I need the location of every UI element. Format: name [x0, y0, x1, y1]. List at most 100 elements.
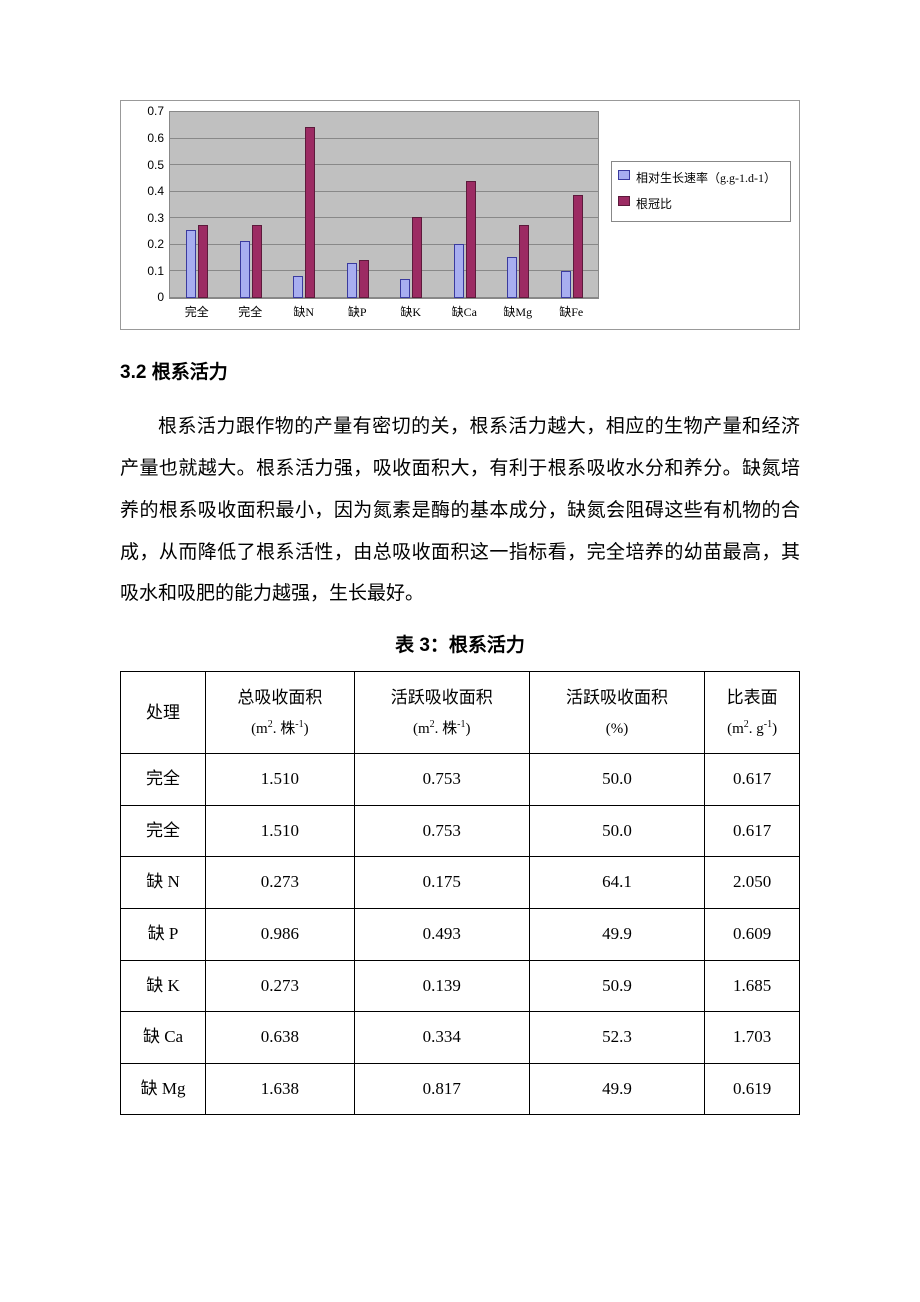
y-tick-label: 0.4 [147, 181, 164, 203]
x-tick-label: 缺Ca [452, 302, 477, 324]
section-heading: 3.2 根系活力 [120, 356, 800, 390]
bar [293, 276, 303, 298]
x-tick-label: 缺P [348, 302, 367, 324]
column-header: 比表面(m2. g-1) [705, 672, 800, 754]
bar-group [561, 195, 583, 298]
x-tick-label: 缺Mg [503, 302, 532, 324]
table-cell: 1.703 [705, 1012, 800, 1064]
bar [347, 263, 357, 298]
column-header: 活跃吸收面积(%) [529, 672, 704, 754]
x-tick-label: 缺K [400, 302, 421, 324]
gridline [170, 217, 598, 218]
bar [561, 271, 571, 298]
table-caption: 表 3：根系活力 [120, 629, 800, 663]
table-cell: 0.617 [705, 754, 800, 806]
bar-group [347, 260, 369, 298]
bar [186, 230, 196, 298]
gridline [170, 111, 598, 112]
x-tick-label: 缺Fe [559, 302, 583, 324]
table-cell: 50.0 [529, 754, 704, 806]
table-cell: 0.609 [705, 908, 800, 960]
bar [454, 244, 464, 298]
table-cell: 0.986 [206, 908, 354, 960]
bar [359, 260, 369, 298]
bar-group [240, 225, 262, 298]
x-tick-label: 完全 [185, 302, 209, 324]
table-cell: 缺 P [121, 908, 206, 960]
x-tick-label: 完全 [238, 302, 262, 324]
table-row: 缺 Mg1.6380.81749.90.619 [121, 1063, 800, 1115]
table-cell: 0.619 [705, 1063, 800, 1115]
table-row: 缺 N0.2730.17564.12.050 [121, 857, 800, 909]
table-cell: 64.1 [529, 857, 704, 909]
chart-legend: 相对生长速率（g.g-1.d-1） 根冠比 [611, 161, 791, 222]
bar [507, 257, 517, 298]
table-cell: 49.9 [529, 1063, 704, 1115]
table-row: 缺 P0.9860.49349.90.609 [121, 908, 800, 960]
header-unit: (m2. 株-1) [359, 715, 525, 744]
x-tick-label: 缺N [293, 302, 314, 324]
gridline [170, 297, 598, 298]
table-cell: 缺 K [121, 960, 206, 1012]
table-cell: 缺 Mg [121, 1063, 206, 1115]
bar [305, 127, 315, 298]
gridline [170, 138, 598, 139]
table-cell: 0.617 [705, 805, 800, 857]
bar [252, 225, 262, 298]
column-header: 活跃吸收面积(m2. 株-1) [354, 672, 529, 754]
root-activity-table: 处理总吸收面积(m2. 株-1)活跃吸收面积(m2. 株-1)活跃吸收面积(%)… [120, 671, 800, 1115]
table-body: 完全1.5100.75350.00.617完全1.5100.75350.00.6… [121, 754, 800, 1115]
table-cell: 0.273 [206, 960, 354, 1012]
bar-group [293, 127, 315, 298]
bar [240, 241, 250, 298]
growth-rate-chart: 00.10.20.30.40.50.60.7完全完全缺N缺P缺K缺Ca缺Mg缺F… [120, 100, 800, 330]
plot-area: 00.10.20.30.40.50.60.7完全完全缺N缺P缺K缺Ca缺Mg缺F… [169, 111, 599, 299]
bar-group [454, 181, 476, 298]
legend-item: 根冠比 [618, 192, 784, 218]
table-cell: 缺 N [121, 857, 206, 909]
header-unit: (m2. g-1) [709, 715, 795, 744]
table-cell: 1.638 [206, 1063, 354, 1115]
bar [466, 181, 476, 298]
table-cell: 0.638 [206, 1012, 354, 1064]
table-row: 缺 Ca0.6380.33452.31.703 [121, 1012, 800, 1064]
table-cell: 50.0 [529, 805, 704, 857]
bar [412, 217, 422, 298]
header-unit: (m2. 株-1) [210, 715, 349, 744]
table-row: 完全1.5100.75350.00.617 [121, 805, 800, 857]
y-tick-label: 0.5 [147, 154, 164, 176]
legend-item: 相对生长速率（g.g-1.d-1） [618, 166, 784, 192]
y-tick-label: 0.3 [147, 208, 164, 230]
legend-label: 相对生长速率（g.g-1.d-1） [636, 168, 776, 190]
header-label: 活跃吸收面积 [534, 682, 700, 714]
header-unit: (%) [534, 715, 700, 744]
table-header-row: 处理总吸收面积(m2. 株-1)活跃吸收面积(m2. 株-1)活跃吸收面积(%)… [121, 672, 800, 754]
table-cell: 0.273 [206, 857, 354, 909]
bar-group [400, 217, 422, 298]
table-cell: 2.050 [705, 857, 800, 909]
gridline [170, 191, 598, 192]
bar [400, 279, 410, 298]
table-cell: 0.817 [354, 1063, 529, 1115]
bar-group [186, 225, 208, 298]
table-cell: 完全 [121, 754, 206, 806]
body-paragraph: 根系活力跟作物的产量有密切的关，根系活力越大，相应的生物产量和经济产量也就越大。… [120, 406, 800, 615]
header-label: 比表面 [709, 682, 795, 714]
legend-swatch [618, 170, 630, 180]
y-tick-label: 0 [157, 287, 164, 309]
table-cell: 0.753 [354, 754, 529, 806]
column-header: 总吸收面积(m2. 株-1) [206, 672, 354, 754]
table-cell: 0.493 [354, 908, 529, 960]
legend-swatch [618, 196, 630, 206]
table-row: 完全1.5100.75350.00.617 [121, 754, 800, 806]
table-cell: 完全 [121, 805, 206, 857]
table-cell: 0.175 [354, 857, 529, 909]
gridline [170, 244, 598, 245]
table-cell: 0.139 [354, 960, 529, 1012]
bar [198, 225, 208, 298]
header-label: 总吸收面积 [210, 682, 349, 714]
legend-label: 根冠比 [636, 194, 672, 216]
table-cell: 0.753 [354, 805, 529, 857]
table-cell: 52.3 [529, 1012, 704, 1064]
table-cell: 49.9 [529, 908, 704, 960]
